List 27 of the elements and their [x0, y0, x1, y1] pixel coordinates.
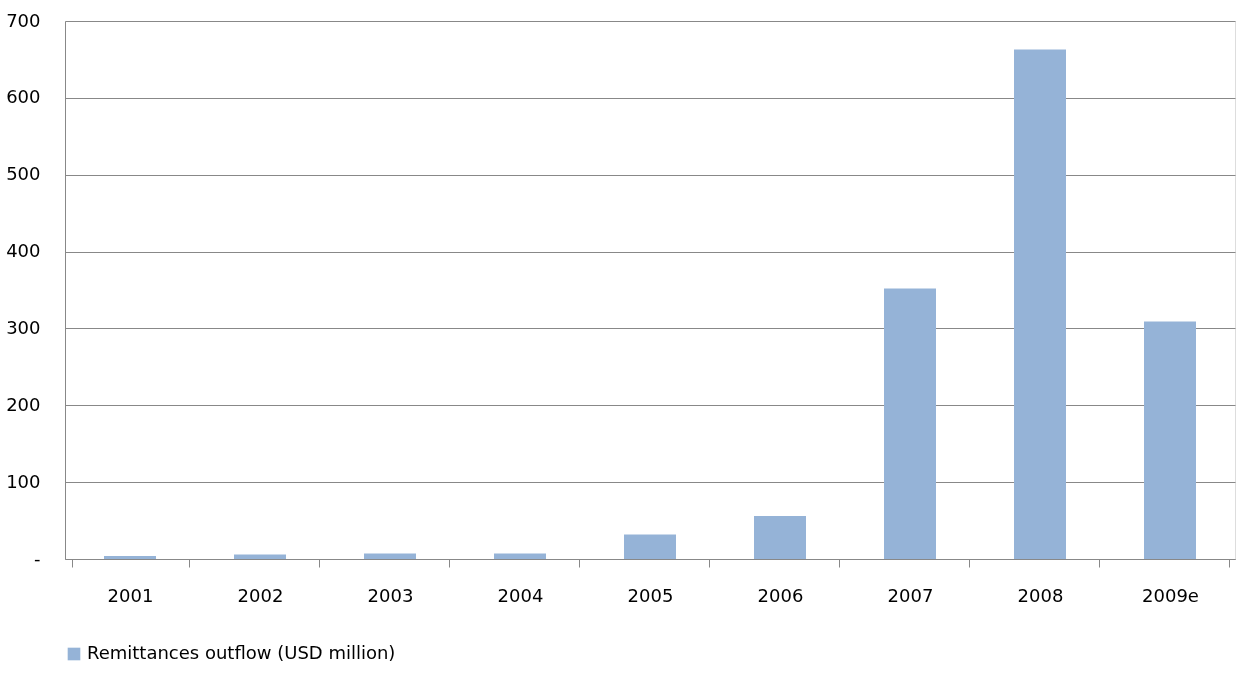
bar [104, 555, 156, 559]
y-tick-label: 500 [6, 163, 41, 185]
x-tick-label: 2003 [367, 584, 414, 606]
y-tick-label: 100 [6, 470, 41, 492]
x-tick-label: 2004 [497, 584, 544, 606]
bar [754, 515, 806, 559]
bar [364, 553, 416, 559]
x-tick-label: 2006 [757, 584, 804, 606]
x-tick-label: 2005 [627, 584, 674, 606]
y-tick-label: 200 [6, 393, 41, 415]
y-tick-label: 600 [6, 86, 41, 108]
y-tick-label: 300 [6, 316, 41, 338]
bar [1144, 321, 1196, 559]
legend-label: Remittances outflow (USD million) [87, 642, 396, 663]
bar [884, 288, 936, 559]
x-tick-label: 2002 [237, 584, 284, 606]
bar [1014, 49, 1066, 559]
x-tick-label: 2008 [1017, 584, 1064, 606]
bar [234, 554, 286, 559]
bar [624, 534, 676, 559]
x-tick-label: 2009e [1142, 584, 1199, 606]
y-tick-label: 400 [6, 240, 41, 262]
x-tick-label: 2007 [887, 584, 934, 606]
x-tick-label: 2001 [107, 584, 154, 606]
bar [494, 553, 546, 559]
y-tick-label: 700 [6, 9, 41, 31]
y-tick-label: - [34, 547, 41, 569]
